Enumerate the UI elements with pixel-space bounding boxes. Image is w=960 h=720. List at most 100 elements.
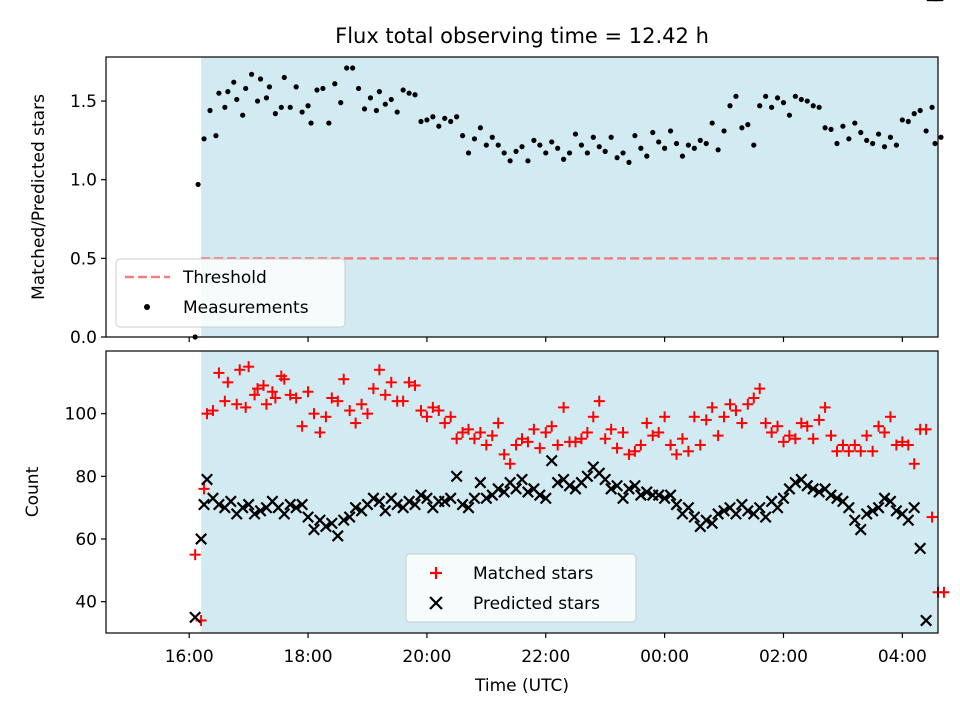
predicted-star-marker (581, 470, 594, 483)
ratio-y-axis-label: Matched/Predicted stars (29, 94, 49, 300)
measurement-point (525, 158, 531, 164)
predicted-star-marker (563, 479, 576, 492)
y-tick-label: 80 (75, 467, 97, 487)
y-tick-label: 1.5 (70, 92, 97, 112)
measurement-point (373, 107, 379, 114)
predicted-star-marker (462, 501, 475, 514)
measurement-point (543, 150, 549, 156)
measurement-point (602, 148, 608, 154)
predicted-stars-points (189, 0, 944, 627)
measurement-point (412, 92, 418, 98)
matched-star-marker (593, 395, 605, 407)
predicted-legend-swatch (429, 596, 443, 610)
measurement-point (424, 117, 430, 123)
measurement-point (763, 93, 769, 99)
measurement-point (549, 139, 555, 145)
matched-star-marker (252, 383, 264, 395)
measurement-point (465, 150, 472, 156)
matched-star-marker (766, 426, 778, 438)
measurement-point (367, 95, 374, 101)
measurement-point (905, 118, 911, 125)
count-legend: Matched stars Predicted stars (405, 553, 637, 623)
measurement-point (361, 106, 368, 112)
measurement-point (816, 104, 822, 110)
predicted-star-marker (622, 482, 635, 495)
matched-star-marker (837, 439, 849, 451)
matched-star-marker (409, 379, 421, 391)
ratio-panel: 0.0 0.5 1.0 1.5 Matched/Predicted stars Thr… (29, 56, 944, 348)
measurement-point (858, 129, 864, 136)
predicted-star-marker (617, 492, 630, 505)
predicted-star-marker (830, 492, 843, 505)
measurement-point (632, 133, 638, 139)
predicted-star-marker (890, 504, 903, 517)
predicted-star-marker (420, 492, 433, 505)
matched-star-marker (356, 398, 368, 410)
measurement-point (436, 123, 442, 129)
matched-star-marker (873, 420, 885, 432)
measurement-point (650, 129, 656, 136)
predicted-star-marker (813, 486, 826, 498)
matched-star-marker (569, 436, 581, 448)
x-axis-label: Time (UTC) (474, 676, 569, 696)
measurement-point (804, 98, 810, 104)
predicted-star-marker (688, 511, 701, 524)
measurement-point (350, 65, 356, 71)
predicted-star-marker (884, 495, 897, 508)
matched-star-marker (843, 445, 855, 457)
predicted-star-marker (605, 482, 618, 495)
matched-star-marker (754, 383, 766, 395)
measurement-point (917, 107, 923, 114)
predicted-star-marker (198, 498, 211, 511)
measurement-point (388, 96, 394, 103)
x-tick-label: 20:00 (402, 647, 451, 667)
predicted-star-marker (759, 511, 772, 524)
matched-star-marker (433, 405, 445, 417)
predicted-star-marker (308, 523, 320, 536)
measurement-point (709, 120, 715, 126)
matched-star-marker (468, 433, 480, 445)
predicted-star-marker (807, 482, 820, 495)
matched-star-marker (314, 426, 326, 438)
x-tick-label: 02:00 (759, 647, 808, 667)
ratio-y-axis: 0.0 0.5 1.0 1.5 (70, 92, 106, 348)
measurement-point (320, 85, 326, 92)
matched-star-marker (332, 395, 344, 407)
measurement-point (596, 144, 602, 150)
matched-star-marker (379, 389, 391, 401)
x-tick-label: 04:00 (878, 647, 927, 667)
matched-star-marker (825, 430, 837, 442)
matched-star-marker (694, 439, 706, 451)
matched-star-marker (427, 401, 439, 413)
matched-star-marker (599, 433, 611, 445)
measurement-point (308, 120, 314, 126)
measurement-point (834, 140, 840, 147)
matched-star-marker (326, 392, 338, 404)
measurement-point (326, 120, 332, 126)
matched-star-marker (659, 411, 671, 423)
predicted-star-marker (367, 492, 380, 505)
matched-star-marker (290, 392, 302, 404)
measurement-point (338, 100, 344, 106)
measurement-point (430, 114, 436, 120)
matched-stars-points (189, 361, 950, 626)
measurement-point (216, 90, 222, 96)
measurement-point (792, 93, 798, 99)
predicted-star-marker (254, 504, 267, 517)
predicted-star-marker (480, 492, 493, 505)
predicted-star-marker (866, 504, 879, 517)
measurement-point (406, 90, 412, 96)
predicted-star-marker (510, 482, 523, 495)
matched-star-marker (647, 430, 659, 442)
matched-star-marker (445, 411, 457, 423)
measurement-point (798, 96, 804, 103)
matched-star-marker (266, 386, 278, 398)
predicted-star-marker (278, 507, 291, 520)
matched-star-marker (546, 420, 558, 432)
predicted-star-marker (224, 495, 237, 508)
measurement-point (828, 126, 834, 132)
measurement-point (757, 103, 763, 109)
measurement-point (620, 150, 626, 156)
matched-star-marker (284, 389, 296, 401)
count-panel: 40 60 80 100 16:00 18:00 20:00 22:00 00:00 02:00… (23, 0, 950, 696)
